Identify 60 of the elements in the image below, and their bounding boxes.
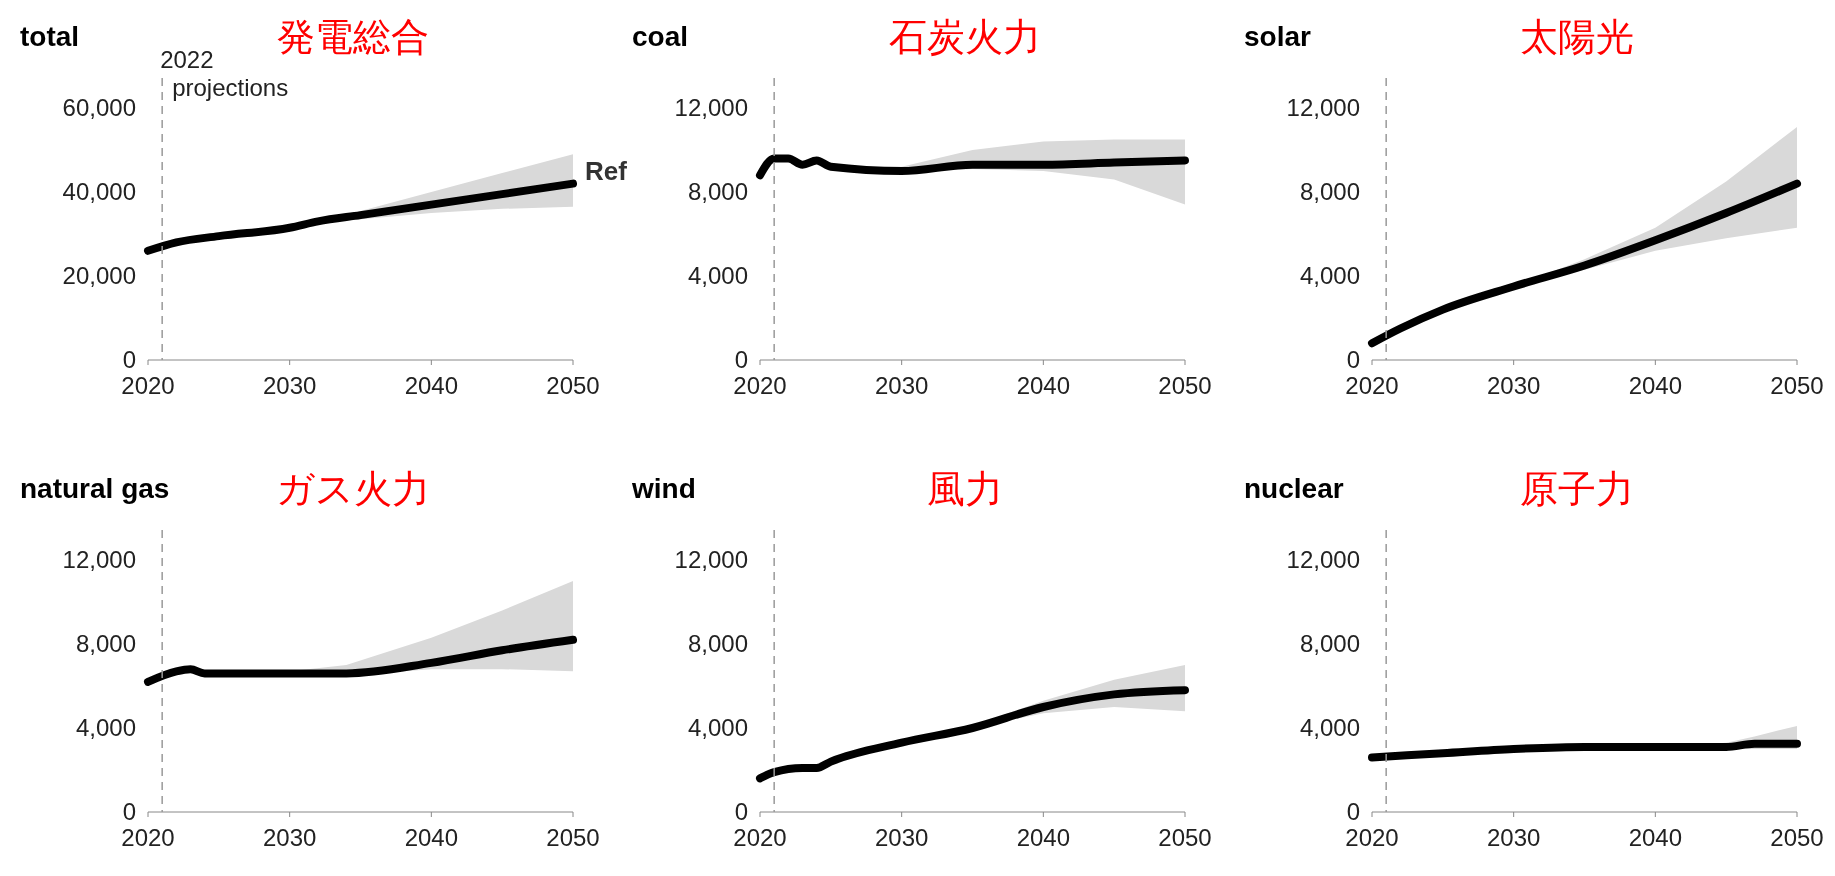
x-tick-label: 2050 (546, 372, 600, 399)
x-tick-label: 2020 (121, 372, 175, 399)
chart-subtitle: 石炭火力 (889, 15, 1041, 59)
y-tick-label: 8,000 (687, 178, 748, 206)
x-tick-label: 2050 (1158, 372, 1212, 399)
x-tick-label: 2050 (1770, 824, 1824, 851)
x-tick-label: 2040 (1016, 824, 1071, 851)
y-tick-label: 0 (122, 798, 136, 826)
x-tick-label: 2040 (1016, 372, 1071, 399)
y-tick-label: 4,000 (1299, 262, 1360, 290)
x-tick-label: 2040 (404, 372, 459, 399)
x-tick-label: 2030 (1486, 372, 1541, 399)
y-tick-label: 8,000 (1299, 630, 1360, 658)
x-tick-label: 2030 (874, 372, 929, 399)
chart-title: solar (1244, 21, 1312, 52)
y-tick-label: 12,000 (1286, 546, 1360, 574)
y-tick-label: 0 (122, 346, 136, 374)
y-tick-label: 60,000 (62, 94, 136, 122)
chart-subtitle: 風力 (927, 467, 1003, 511)
y-tick-label: 4,000 (75, 714, 136, 742)
y-tick-label: 8,000 (1299, 178, 1360, 206)
chart-title: wind (631, 473, 696, 504)
chart-subtitle: 原子力 (1520, 467, 1634, 511)
y-tick-label: 20,000 (62, 262, 136, 290)
y-tick-label: 12,000 (1286, 94, 1360, 122)
y-tick-label: 0 (734, 346, 748, 374)
y-tick-label: 12,000 (674, 546, 748, 574)
x-tick-label: 2050 (1770, 372, 1824, 399)
y-tick-label: 4,000 (687, 714, 748, 742)
x-tick-label: 2020 (733, 372, 787, 399)
y-tick-label: 12,000 (674, 94, 748, 122)
x-tick-label: 2020 (1345, 824, 1399, 851)
chart-title: total (20, 21, 80, 52)
y-tick-label: 8,000 (687, 630, 748, 658)
x-tick-label: 2030 (874, 824, 929, 851)
x-tick-label: 2040 (1628, 372, 1683, 399)
x-tick-label: 2040 (1628, 824, 1683, 851)
y-tick-label: 40,000 (62, 178, 136, 206)
y-tick-label: 0 (734, 798, 748, 826)
x-tick-label: 2020 (733, 824, 787, 851)
y-tick-label: 4,000 (687, 262, 748, 290)
x-tick-label: 2050 (1158, 824, 1212, 851)
x-tick-label: 2030 (262, 372, 317, 399)
y-tick-label: 12,000 (62, 546, 136, 574)
x-tick-label: 2030 (1486, 824, 1541, 851)
x-tick-label: 2030 (262, 824, 317, 851)
y-tick-label: 0 (1346, 346, 1360, 374)
x-tick-label: 2040 (404, 824, 459, 851)
chart-subtitle: ガス火力 (276, 467, 430, 511)
series-label: Ref (585, 155, 628, 186)
chart-subtitle: 太陽光 (1520, 15, 1634, 59)
chart-title: coal (632, 21, 689, 52)
x-tick-label: 2020 (121, 824, 175, 851)
y-tick-label: 0 (1346, 798, 1360, 826)
x-tick-label: 2050 (546, 824, 600, 851)
chart-title: natural gas (20, 473, 170, 504)
x-tick-label: 2020 (1345, 372, 1399, 399)
y-tick-label: 4,000 (1299, 714, 1360, 742)
y-tick-label: 8,000 (75, 630, 136, 658)
chart-title: nuclear (1244, 473, 1344, 504)
